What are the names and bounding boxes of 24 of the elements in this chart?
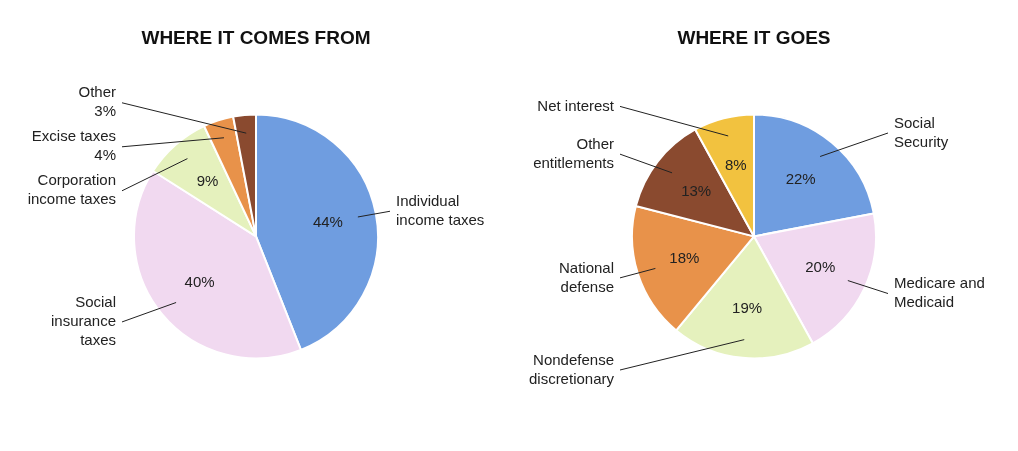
slice-label: Nondefense discretionary bbox=[528, 350, 615, 387]
chart-title: WHERE IT COMES FROM bbox=[141, 26, 371, 48]
slice-label: Other entitlements bbox=[533, 134, 614, 171]
data-label: 19% bbox=[732, 299, 763, 317]
slice-label: Medicare and Medicaid bbox=[894, 274, 985, 311]
data-label: 18% bbox=[669, 249, 700, 267]
data-label: 44% bbox=[312, 212, 343, 230]
slice-label: Net interest bbox=[537, 96, 615, 114]
slice-label: Individual income taxes bbox=[396, 191, 485, 228]
data-label: 8% bbox=[724, 155, 747, 173]
data-label: 9% bbox=[196, 171, 219, 189]
data-label: 3% bbox=[94, 102, 116, 120]
slice-label: Excise taxes bbox=[31, 127, 116, 145]
slice-label: Corporation income taxes bbox=[27, 171, 116, 208]
data-label: 40% bbox=[184, 273, 215, 291]
slice-label: Social insurance taxes bbox=[50, 293, 116, 349]
slice-label: Other bbox=[78, 83, 116, 101]
data-label: 4% bbox=[94, 146, 116, 164]
data-label: 22% bbox=[785, 170, 816, 188]
chart-title: WHERE IT GOES bbox=[677, 26, 831, 48]
slice-label: Social Security bbox=[894, 113, 949, 150]
data-label: 13% bbox=[681, 181, 712, 199]
data-label: 20% bbox=[805, 257, 836, 275]
slice-label: National defense bbox=[558, 258, 614, 295]
